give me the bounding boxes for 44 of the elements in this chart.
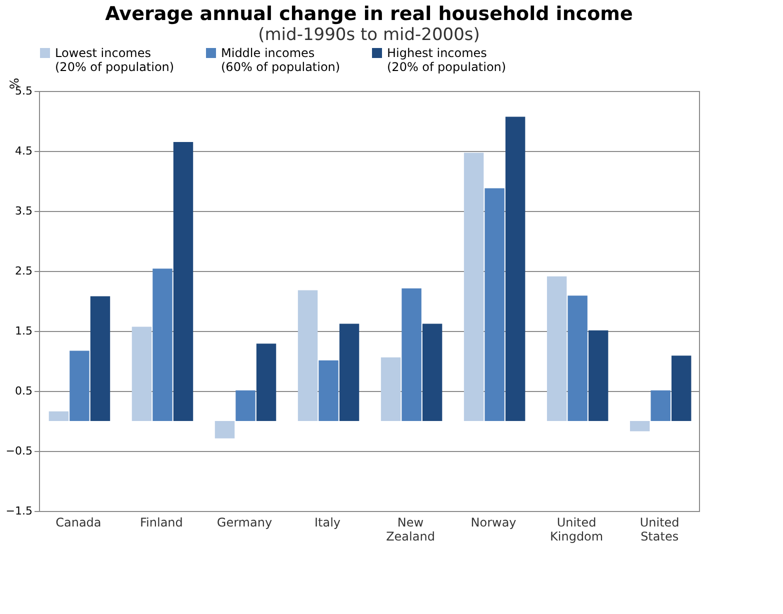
bar (484, 188, 504, 421)
x-tick-label: Norway (470, 516, 516, 530)
bar (422, 324, 442, 421)
bar (236, 390, 256, 421)
bar (588, 330, 608, 421)
bar (568, 296, 588, 421)
bar (132, 326, 152, 421)
bar (339, 324, 360, 421)
legend-label: Highest incomes (20% of population) (387, 46, 506, 74)
bar (402, 288, 422, 421)
y-tick-label: 4.5 (15, 144, 32, 158)
x-tick-label: Finland (140, 516, 183, 530)
bar (464, 152, 484, 421)
bar (90, 296, 110, 421)
y-tick-label: 0.5 (15, 384, 32, 398)
bar (256, 344, 276, 421)
bar (298, 290, 318, 421)
x-tick-label: United Kingdom (550, 516, 604, 544)
y-tick-label: 1.5 (15, 324, 32, 338)
bar (173, 142, 194, 421)
y-tick-label: 2.5 (15, 264, 32, 278)
x-tick-label: New Zealand (386, 516, 435, 544)
bar (214, 421, 235, 438)
bar (70, 350, 90, 421)
chart-title: Average annual change in real household income (105, 3, 633, 25)
bar (380, 357, 401, 421)
y-tick-label: 3.5 (15, 204, 32, 218)
chart-subtitle: (mid-1990s to mid-2000s) (258, 25, 480, 45)
legend-label: Middle incomes (60% of population) (221, 46, 340, 74)
y-tick-label: −0.5 (6, 444, 32, 458)
x-tick-label: Canada (56, 516, 102, 530)
x-tick-label: Italy (314, 516, 341, 530)
bar (48, 411, 69, 421)
x-tick-label: Germany (216, 516, 272, 530)
bar (650, 390, 670, 421)
legend-label: Lowest incomes (20% of population) (55, 46, 174, 74)
bar (318, 360, 338, 421)
bar (672, 356, 692, 421)
bar (546, 276, 567, 421)
y-tick-label: −1.5 (6, 504, 32, 518)
bar (630, 421, 650, 432)
x-tick-label: United States (640, 516, 680, 544)
bar (152, 268, 172, 421)
bar (505, 116, 526, 421)
